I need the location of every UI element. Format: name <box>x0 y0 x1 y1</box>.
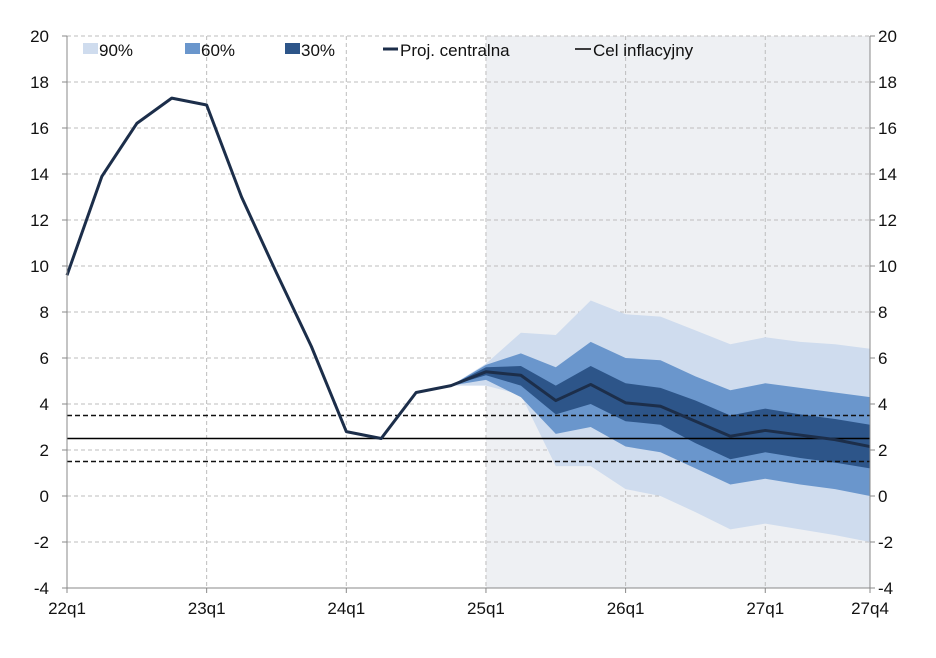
x-tick-label: 26q1 <box>607 599 645 618</box>
legend-label-central: Proj. centralna <box>400 41 510 60</box>
x-tick-label: 27q1 <box>746 599 784 618</box>
y-tick-label-right: 8 <box>878 303 887 322</box>
legend-label-30: 30% <box>301 41 335 60</box>
y-tick-label-left: 2 <box>40 441 49 460</box>
legend: 90% 60% 30% Proj. centralna Cel inflacyj… <box>83 41 694 60</box>
y-tick-label-left: 12 <box>30 211 49 230</box>
x-tick-label: 24q1 <box>327 599 365 618</box>
legend-label-target: Cel inflacyjny <box>593 41 694 60</box>
legend-label-60: 60% <box>201 41 235 60</box>
y-tick-label-right: 2 <box>878 441 887 460</box>
y-tick-label-left: 10 <box>30 257 49 276</box>
y-tick-label-right: -2 <box>878 533 893 552</box>
y-tick-label-left: 20 <box>30 27 49 46</box>
y-tick-label-right: -4 <box>878 579 893 598</box>
y-tick-label-right: 0 <box>878 487 887 506</box>
y-tick-label-left: 0 <box>40 487 49 506</box>
y-tick-label-right: 20 <box>878 27 897 46</box>
y-tick-label-right: 4 <box>878 395 887 414</box>
x-tick-label: 22q1 <box>48 599 86 618</box>
y-tick-label-left: 4 <box>40 395 49 414</box>
y-tick-label-left: -4 <box>34 579 49 598</box>
legend-label-90: 90% <box>99 41 133 60</box>
x-tick-label: 25q1 <box>467 599 505 618</box>
legend-swatch-60 <box>185 43 200 54</box>
y-tick-label-left: -2 <box>34 533 49 552</box>
x-tick-label: 23q1 <box>188 599 226 618</box>
y-tick-label-left: 16 <box>30 119 49 138</box>
y-tick-label-left: 18 <box>30 73 49 92</box>
y-tick-label-right: 16 <box>878 119 897 138</box>
y-tick-label-right: 6 <box>878 349 887 368</box>
y-tick-label-left: 14 <box>30 165 49 184</box>
legend-swatch-90 <box>83 43 98 54</box>
y-tick-label-left: 6 <box>40 349 49 368</box>
y-tick-label-right: 18 <box>878 73 897 92</box>
x-tick-label: 27q4 <box>851 599 889 618</box>
y-tick-label-right: 10 <box>878 257 897 276</box>
legend-swatch-30 <box>285 43 300 54</box>
y-tick-label-right: 14 <box>878 165 897 184</box>
y-tick-label-left: 8 <box>40 303 49 322</box>
y-tick-label-right: 12 <box>878 211 897 230</box>
